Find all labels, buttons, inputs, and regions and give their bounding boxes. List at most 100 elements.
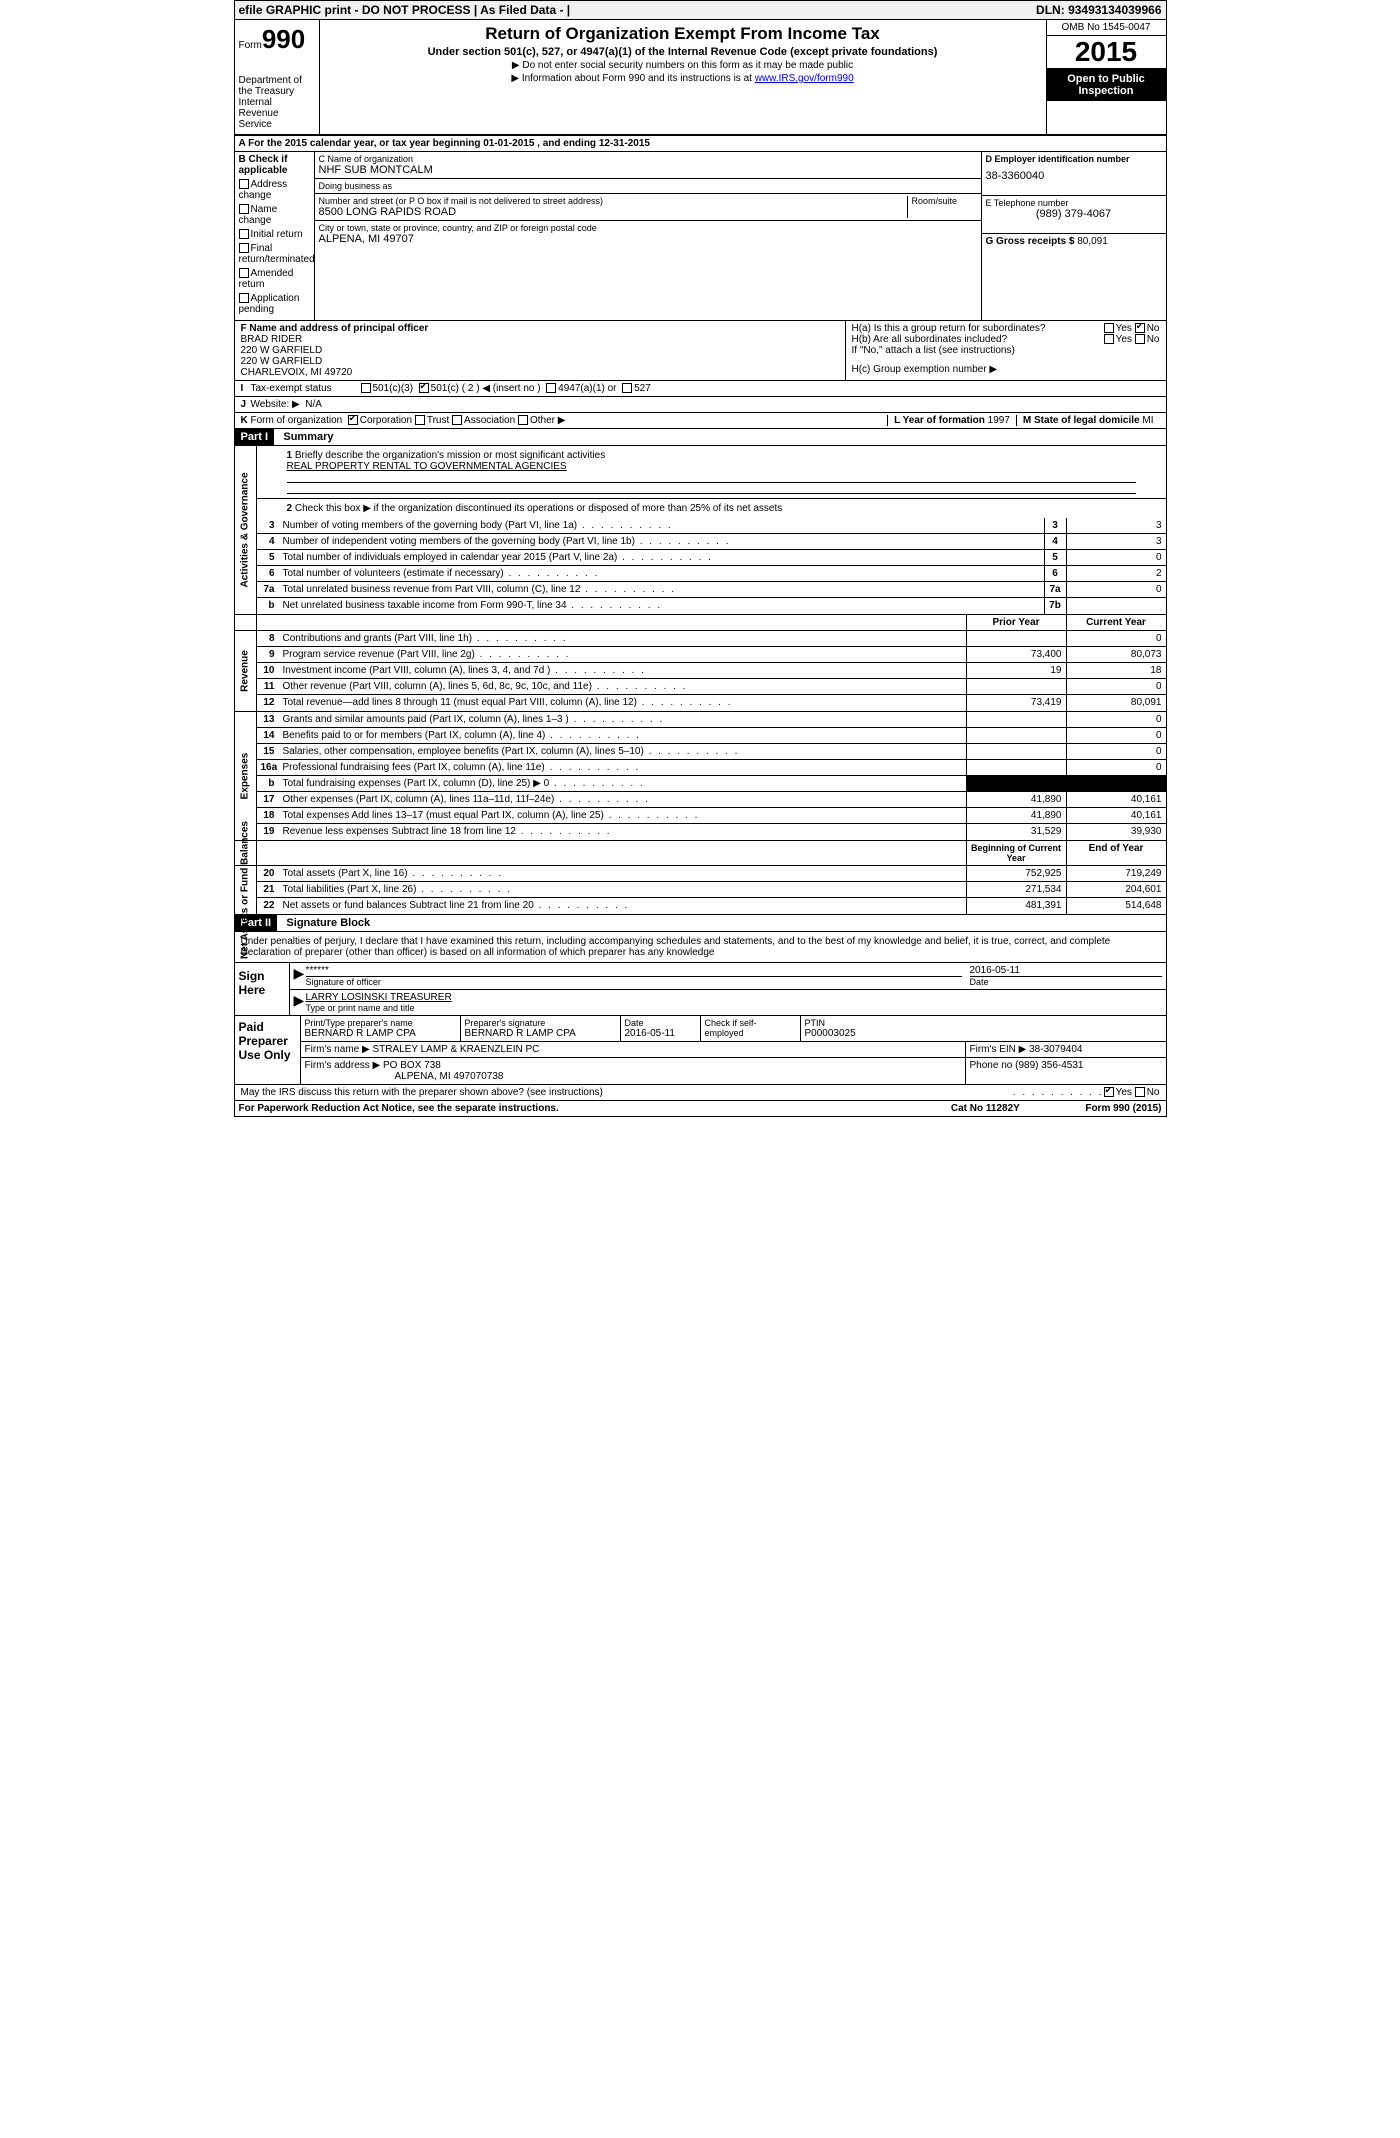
line-2-discontinued: 2 Check this box ▶ if the organization d…	[257, 499, 1166, 518]
chk-other[interactable]	[518, 415, 528, 425]
cell-phone: E Telephone number (989) 379-4067	[982, 196, 1166, 234]
officer-name: LARRY LOSINSKI TREASURER	[306, 992, 1162, 1003]
ha-yes-chk[interactable]	[1104, 323, 1114, 333]
line-num: 18	[257, 808, 279, 823]
footer-left: For Paperwork Reduction Act Notice, see …	[239, 1103, 886, 1114]
discuss-row: May the IRS discuss this return with the…	[235, 1085, 1166, 1101]
line-desc: Total number of volunteers (estimate if …	[279, 566, 1044, 581]
chk-amended[interactable]: Amended return	[239, 268, 310, 290]
discuss-yes-chk[interactable]	[1104, 1087, 1114, 1097]
summary-line: b Net unrelated business taxable income …	[257, 598, 1166, 614]
line-num: 16a	[257, 760, 279, 775]
line-box: 4	[1044, 534, 1066, 549]
i-label: I	[241, 383, 251, 394]
chk-corporation[interactable]	[348, 415, 358, 425]
room-label: Room/suite	[912, 196, 977, 206]
net-lines: 20 Total assets (Part X, line 16) 752,92…	[257, 866, 1166, 914]
chk-final-return[interactable]: Final return/terminated	[239, 243, 310, 265]
current-value: 719,249	[1066, 866, 1166, 881]
officer-l3: 220 W GARFIELD	[241, 356, 839, 367]
section-governance: Activities & Governance 1 Briefly descri…	[235, 446, 1166, 615]
line-desc: Total revenue—add lines 8 through 11 (mu…	[279, 695, 966, 711]
chk-assoc[interactable]	[452, 415, 462, 425]
prep-date-label: Date	[625, 1018, 696, 1028]
chk-501c[interactable]	[419, 383, 429, 393]
line-value: 3	[1066, 518, 1166, 533]
row-a-tax-year: A For the 2015 calendar year, or tax yea…	[235, 136, 1166, 152]
summary-line: 20 Total assets (Part X, line 16) 752,92…	[257, 866, 1166, 882]
line-num: 6	[257, 566, 279, 581]
col-prior-year: Prior Year	[966, 615, 1066, 630]
paid-preparer-row: Paid Preparer Use Only Print/Type prepar…	[235, 1016, 1166, 1085]
column-b-checkboxes: B Check if applicable Address change Nam…	[235, 152, 315, 320]
chk-initial-return[interactable]: Initial return	[239, 229, 310, 240]
street-value: 8500 LONG RAPIDS ROAD	[319, 206, 907, 218]
current-value: 0	[1066, 679, 1166, 694]
self-employed: Check if self-employed	[701, 1016, 801, 1041]
phone-value: (989) 379-4067	[986, 208, 1162, 220]
chk-4947[interactable]	[546, 383, 556, 393]
prior-value	[966, 760, 1066, 775]
firm-name-label: Firm's name ▶	[305, 1044, 370, 1055]
vtab-revenue: Revenue	[235, 631, 257, 711]
line-desc: Grants and similar amounts paid (Part IX…	[279, 712, 966, 727]
preparer-line-1: Print/Type preparer's name BERNARD R LAM…	[301, 1016, 1166, 1042]
line-desc: Investment income (Part VIII, column (A)…	[279, 663, 966, 678]
current-value: 0	[1066, 728, 1166, 743]
ein-value: 38-3360040	[986, 170, 1162, 182]
ptin-value: P00003025	[805, 1028, 1162, 1039]
form-number: Form990	[239, 24, 315, 55]
line-num: 3	[257, 518, 279, 533]
prior-value: 752,925	[966, 866, 1066, 881]
chk-address-change[interactable]: Address change	[239, 179, 310, 201]
part-1-label: Part I	[235, 429, 275, 445]
chk-501c3[interactable]	[361, 383, 371, 393]
open-inspection: Open to Public Inspection	[1047, 69, 1166, 101]
prep-sig: BERNARD R LAMP CPA	[465, 1028, 616, 1039]
footer-mid: Cat No 11282Y	[885, 1103, 1085, 1114]
line-box: 7b	[1044, 598, 1066, 614]
section-net-assets: Net Assets or Fund Balances 20 Total ass…	[235, 866, 1166, 915]
row-i: I Tax-exempt status 501(c)(3) 501(c) ( 2…	[235, 381, 1166, 397]
chk-527[interactable]	[622, 383, 632, 393]
prior-value: 41,890	[966, 808, 1066, 823]
part-1-header: Part I Summary	[235, 429, 1166, 446]
ha-no-chk[interactable]	[1135, 323, 1145, 333]
topbar: efile GRAPHIC print - DO NOT PROCESS | A…	[235, 1, 1166, 20]
current-value: 0	[1066, 712, 1166, 727]
chk-app-pending[interactable]: Application pending	[239, 293, 310, 315]
sign-here-row: Sign Here ▶ ****** Signature of officer …	[235, 963, 1166, 1016]
section-expenses: Expenses 13 Grants and similar amounts p…	[235, 712, 1166, 841]
prior-value: 19	[966, 663, 1066, 678]
summary-line: 8 Contributions and grants (Part VIII, l…	[257, 631, 1166, 647]
form-header: Form990 Department of the Treasury Inter…	[235, 20, 1166, 136]
irs-link[interactable]: www.IRS.gov/form990	[755, 73, 854, 84]
prior-value: 73,419	[966, 695, 1066, 711]
tax-year: 2015	[1047, 36, 1166, 69]
prior-value: 73,400	[966, 647, 1066, 662]
form-note2: ▶ Information about Form 990 and its ins…	[328, 73, 1038, 84]
form-num: 990	[262, 24, 305, 54]
hb-yes-chk[interactable]	[1104, 334, 1114, 344]
firm-phone-label: Phone no	[970, 1060, 1013, 1071]
firm-name: STRALEY LAMP & KRAENZLEIN PC	[372, 1044, 539, 1055]
prior-value	[966, 679, 1066, 694]
hb-no-chk[interactable]	[1135, 334, 1145, 344]
irs-label: Internal Revenue Service	[239, 97, 315, 130]
paid-preparer-right: Print/Type preparer's name BERNARD R LAM…	[300, 1016, 1166, 1084]
org-name-label: C Name of organization	[319, 154, 977, 164]
section-revenue: Revenue 8 Contributions and grants (Part…	[235, 631, 1166, 712]
current-value: 18	[1066, 663, 1166, 678]
chk-trust[interactable]	[415, 415, 425, 425]
vtab-governance: Activities & Governance	[235, 446, 257, 614]
line-num: 21	[257, 882, 279, 897]
topbar-text: efile GRAPHIC print - DO NOT PROCESS | A…	[239, 3, 1037, 17]
form-note1: ▶ Do not enter social security numbers o…	[328, 60, 1038, 71]
sig-date: 2016-05-11	[970, 965, 1162, 976]
line-num: 22	[257, 898, 279, 914]
chk-name-change[interactable]: Name change	[239, 204, 310, 226]
line-num: 14	[257, 728, 279, 743]
header-mid: Return of Organization Exempt From Incom…	[320, 20, 1046, 134]
discuss-no-chk[interactable]	[1135, 1087, 1145, 1097]
i-text: Tax-exempt status	[251, 383, 361, 394]
